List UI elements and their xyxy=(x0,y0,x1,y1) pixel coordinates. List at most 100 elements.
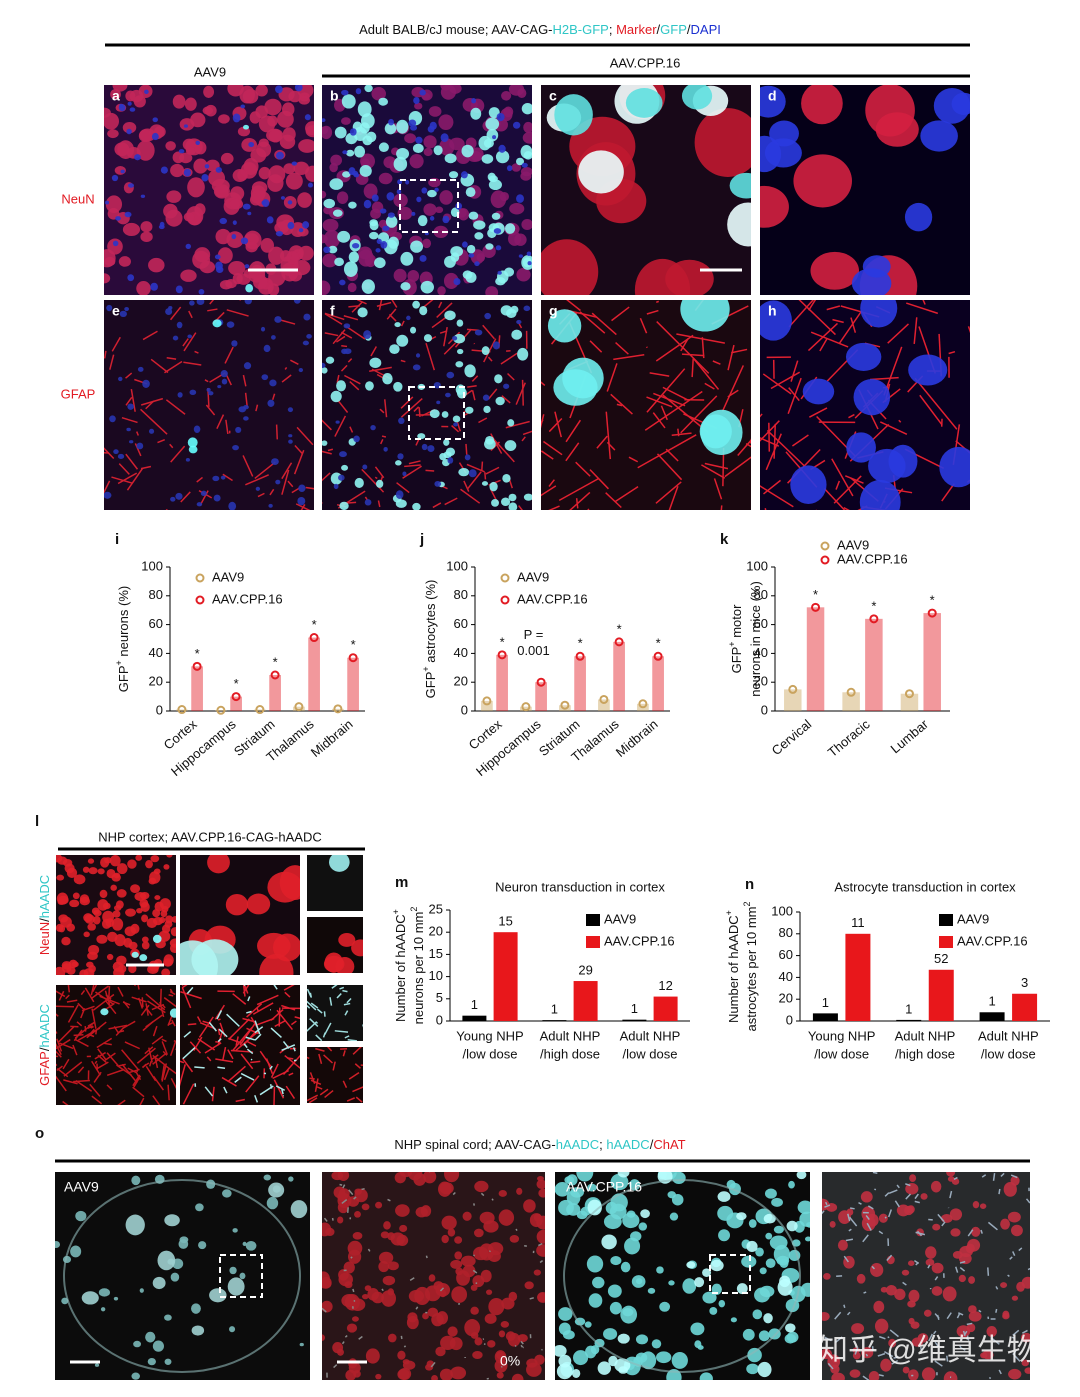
cell xyxy=(485,243,494,250)
bar xyxy=(613,641,625,711)
process xyxy=(281,1089,284,1095)
cell xyxy=(972,1201,980,1209)
cell xyxy=(441,411,449,418)
process xyxy=(888,1189,898,1194)
y-tick-label: 40 xyxy=(779,969,793,984)
cell xyxy=(521,218,532,231)
process xyxy=(307,1005,311,1009)
cell xyxy=(387,1261,399,1271)
cell xyxy=(441,1234,449,1244)
process xyxy=(169,990,176,996)
annotation: 0% xyxy=(500,1353,520,1369)
process xyxy=(234,1076,242,1083)
cell xyxy=(175,285,183,294)
cell xyxy=(165,915,174,924)
process xyxy=(182,1083,195,1105)
bar xyxy=(481,700,493,711)
cell xyxy=(336,191,349,205)
cell xyxy=(810,251,860,290)
micrograph xyxy=(760,300,970,510)
cell xyxy=(127,101,132,106)
process xyxy=(91,1060,102,1076)
process xyxy=(589,340,603,353)
cell xyxy=(1008,1368,1022,1380)
cell xyxy=(466,244,476,254)
process xyxy=(254,1020,261,1035)
process xyxy=(628,456,639,463)
process xyxy=(346,998,352,1004)
bar-point xyxy=(614,637,624,647)
cell xyxy=(419,305,428,316)
cell xyxy=(968,1305,977,1314)
cell xyxy=(204,164,210,169)
bar xyxy=(573,981,598,1021)
cell xyxy=(434,480,442,487)
process xyxy=(270,1063,279,1078)
process xyxy=(242,455,254,477)
cell xyxy=(393,156,408,172)
process xyxy=(501,395,511,404)
cell xyxy=(268,1182,285,1198)
process xyxy=(843,506,850,510)
process xyxy=(1007,1274,1010,1277)
process xyxy=(344,1335,348,1338)
process xyxy=(1009,1256,1013,1260)
cell xyxy=(343,348,352,355)
y-tick-label: 80 xyxy=(454,587,468,602)
process xyxy=(896,1184,900,1189)
process xyxy=(183,332,197,352)
cell xyxy=(116,889,127,898)
bar xyxy=(176,709,188,711)
process xyxy=(680,395,718,434)
cell xyxy=(258,115,276,133)
process xyxy=(472,1269,478,1274)
x-tick-label: /low dose xyxy=(981,1046,1036,1061)
cell xyxy=(870,1263,884,1277)
process xyxy=(166,356,177,360)
cell xyxy=(438,114,454,131)
cell xyxy=(335,957,355,973)
cell xyxy=(404,133,417,144)
process xyxy=(788,300,815,328)
process xyxy=(788,387,800,402)
cell xyxy=(303,313,311,321)
cell xyxy=(806,1221,810,1228)
process xyxy=(288,1072,294,1076)
y-tick-label: 20 xyxy=(429,924,443,939)
process xyxy=(958,1312,964,1316)
process xyxy=(391,300,398,308)
process xyxy=(569,491,591,510)
cell xyxy=(500,1321,510,1328)
cell xyxy=(485,1289,493,1295)
bar-annotation: * xyxy=(617,621,622,636)
bar-annotation: * xyxy=(656,636,661,651)
title-part: NHP spinal cord; AAV-CAG- xyxy=(394,1137,555,1152)
cell xyxy=(566,1174,578,1186)
cell xyxy=(302,221,310,229)
process xyxy=(656,453,683,481)
cell xyxy=(220,152,234,165)
cell xyxy=(134,892,147,901)
cell xyxy=(81,1291,99,1305)
process xyxy=(342,1184,346,1189)
cell xyxy=(785,1323,796,1333)
cell xyxy=(104,857,112,864)
cell xyxy=(83,913,93,923)
cell xyxy=(209,1288,227,1303)
cell xyxy=(198,289,205,295)
process xyxy=(355,1096,363,1103)
process xyxy=(898,419,902,423)
cell xyxy=(340,117,351,125)
cell xyxy=(527,261,532,266)
panel-letter: c xyxy=(549,88,557,104)
cell xyxy=(397,1350,406,1360)
process xyxy=(217,1018,221,1021)
process xyxy=(362,1024,363,1028)
cell xyxy=(88,964,96,973)
process xyxy=(681,353,705,357)
process xyxy=(243,985,249,994)
cell xyxy=(521,162,528,168)
cell xyxy=(849,1369,861,1378)
cell xyxy=(415,136,423,144)
process xyxy=(73,1029,83,1042)
